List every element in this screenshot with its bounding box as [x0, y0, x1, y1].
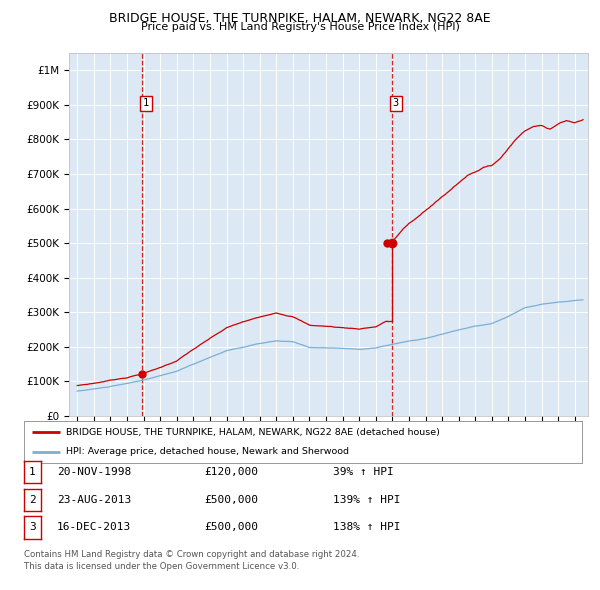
Text: 3: 3: [29, 523, 36, 532]
Text: 1: 1: [29, 467, 36, 477]
Text: 138% ↑ HPI: 138% ↑ HPI: [333, 523, 401, 532]
Text: HPI: Average price, detached house, Newark and Sherwood: HPI: Average price, detached house, Newa…: [66, 447, 349, 456]
Text: 2: 2: [29, 495, 36, 504]
Text: 139% ↑ HPI: 139% ↑ HPI: [333, 495, 401, 504]
Text: This data is licensed under the Open Government Licence v3.0.: This data is licensed under the Open Gov…: [24, 562, 299, 571]
Text: £120,000: £120,000: [204, 467, 258, 477]
Text: BRIDGE HOUSE, THE TURNPIKE, HALAM, NEWARK, NG22 8AE: BRIDGE HOUSE, THE TURNPIKE, HALAM, NEWAR…: [109, 12, 491, 25]
Text: 1: 1: [143, 98, 149, 108]
Text: £500,000: £500,000: [204, 523, 258, 532]
Text: Contains HM Land Registry data © Crown copyright and database right 2024.: Contains HM Land Registry data © Crown c…: [24, 550, 359, 559]
Text: 20-NOV-1998: 20-NOV-1998: [57, 467, 131, 477]
Text: Price paid vs. HM Land Registry's House Price Index (HPI): Price paid vs. HM Land Registry's House …: [140, 22, 460, 32]
Text: £500,000: £500,000: [204, 495, 258, 504]
Text: 16-DEC-2013: 16-DEC-2013: [57, 523, 131, 532]
Text: 3: 3: [392, 98, 399, 108]
Text: BRIDGE HOUSE, THE TURNPIKE, HALAM, NEWARK, NG22 8AE (detached house): BRIDGE HOUSE, THE TURNPIKE, HALAM, NEWAR…: [66, 428, 440, 437]
Text: 23-AUG-2013: 23-AUG-2013: [57, 495, 131, 504]
Text: 39% ↑ HPI: 39% ↑ HPI: [333, 467, 394, 477]
